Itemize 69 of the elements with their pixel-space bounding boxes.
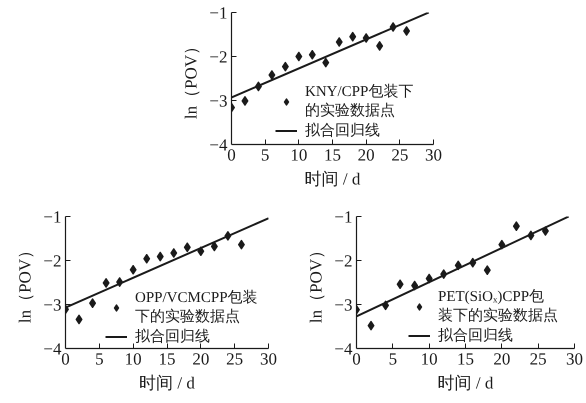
point [76,314,83,324]
y-tick-label: −1 [334,208,353,226]
y-tick-label: −3 [334,296,353,314]
legend-label: 拟合回归线 [305,122,380,140]
x-tick-label: 0 [352,350,361,368]
point [210,241,218,252]
legend-label: 拟合回归线 [438,326,513,345]
y-tick-label: −4 [43,340,62,358]
x-tick-label: 10 [124,350,142,368]
x-tick-label: 25 [226,350,244,368]
point [170,248,178,258]
point [156,252,164,262]
x-tick-label: 5 [260,146,270,164]
x-tick-label: 20 [192,350,210,368]
point [282,62,289,72]
point [102,278,110,288]
x-tick-label: 20 [358,146,375,164]
point [349,32,356,42]
point [396,279,404,290]
point [241,96,248,106]
y-tick-label: −4 [209,136,228,154]
y-tick-label: −3 [209,92,228,110]
point [184,242,191,252]
y-tick-label: −1 [209,4,228,22]
x-tick-label: 25 [530,350,547,368]
point [238,240,245,250]
point [484,265,491,276]
y-axis-title: ln（POV） [15,242,34,324]
y-tick-label: −2 [209,48,228,66]
y-tick-label: −2 [43,252,62,270]
point [89,298,96,308]
x-tick-label: 5 [95,350,104,368]
point [130,264,137,275]
x-tick-label: 30 [425,146,442,164]
x-tick-label: 15 [324,146,341,164]
x-tick-label: 0 [227,146,236,164]
x-axis-title: 时间 / d [139,374,196,392]
point [368,320,375,331]
x-tick-label: 10 [290,146,308,164]
point [336,36,343,47]
legend-label: 拟合回归线 [135,328,210,346]
y-axis-title: ln（POV） [181,38,200,120]
x-axis-title: 时间 / d [438,374,494,392]
x-tick-label: 15 [158,350,176,368]
point [403,26,410,36]
x-axis-title: 时间 / d [304,170,361,188]
legend-label: KNY/CPP包装下的实验数据点 [305,82,414,120]
y-tick-label: −3 [43,296,62,314]
x-tick-label: 10 [420,350,438,368]
y-axis-title: ln（POV） [306,242,326,324]
y-tick-label: −2 [334,252,353,270]
y-tick-label: −4 [334,340,353,358]
x-tick-label: 0 [61,350,70,368]
point [143,254,150,264]
point [268,70,276,80]
y-tick-label: −1 [43,208,62,226]
x-tick-label: 5 [388,350,398,368]
x-tick-label: 20 [493,350,510,368]
x-tick-label: 30 [260,350,277,368]
point [376,40,384,51]
legend-label: PET(SiOₓ)CPP包装下的实验数据点 [438,288,558,325]
point [512,221,520,232]
point [295,52,302,62]
x-tick-label: 15 [457,350,474,368]
point [308,50,316,60]
x-tick-label: 30 [566,350,583,368]
legend-label: OPP/VCMCPP包装下的实验数据点 [135,288,258,326]
x-tick-label: 25 [391,146,408,164]
point [322,58,330,68]
